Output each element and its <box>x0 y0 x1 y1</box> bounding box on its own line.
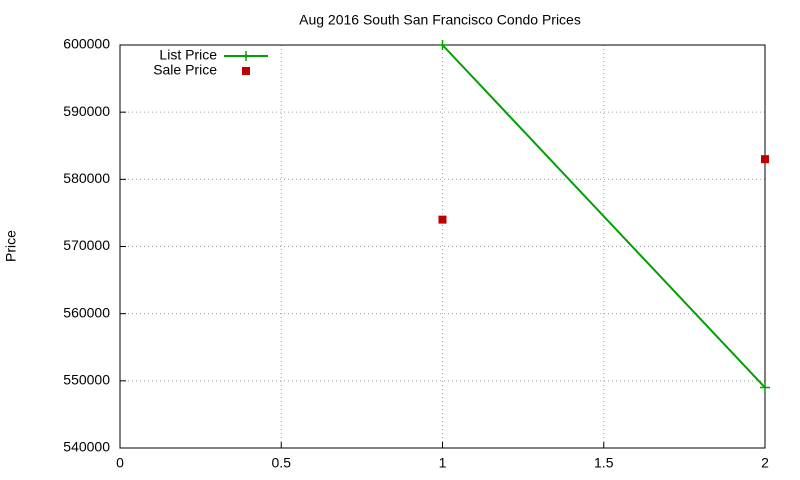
legend-label: Sale Price <box>153 62 217 78</box>
y-tick-label: 590000 <box>63 103 110 119</box>
x-tick-label: 1.5 <box>594 455 614 471</box>
y-tick-label: 560000 <box>63 304 110 320</box>
data-point <box>438 215 447 224</box>
y-tick-label: 580000 <box>63 170 110 186</box>
x-tick-label: 1 <box>439 455 447 471</box>
legend-marker <box>242 67 250 75</box>
y-tick-label: 600000 <box>63 36 110 52</box>
legend-marker <box>241 51 251 61</box>
y-tick-label: 570000 <box>63 237 110 253</box>
x-tick-label: 2 <box>761 455 769 471</box>
legend-label: List Price <box>159 47 217 63</box>
data-point <box>761 155 769 164</box>
y-tick-label: 540000 <box>63 439 110 455</box>
data-point <box>437 40 448 50</box>
series-line <box>441 44 766 389</box>
x-tick-label: 0 <box>116 455 124 471</box>
y-axis-label: Price <box>3 230 19 262</box>
x-tick-label: 0.5 <box>272 455 292 471</box>
y-tick-label: 550000 <box>63 372 110 388</box>
data-point <box>760 382 770 393</box>
chart-title: Aug 2016 South San Francisco Condo Price… <box>299 12 581 28</box>
